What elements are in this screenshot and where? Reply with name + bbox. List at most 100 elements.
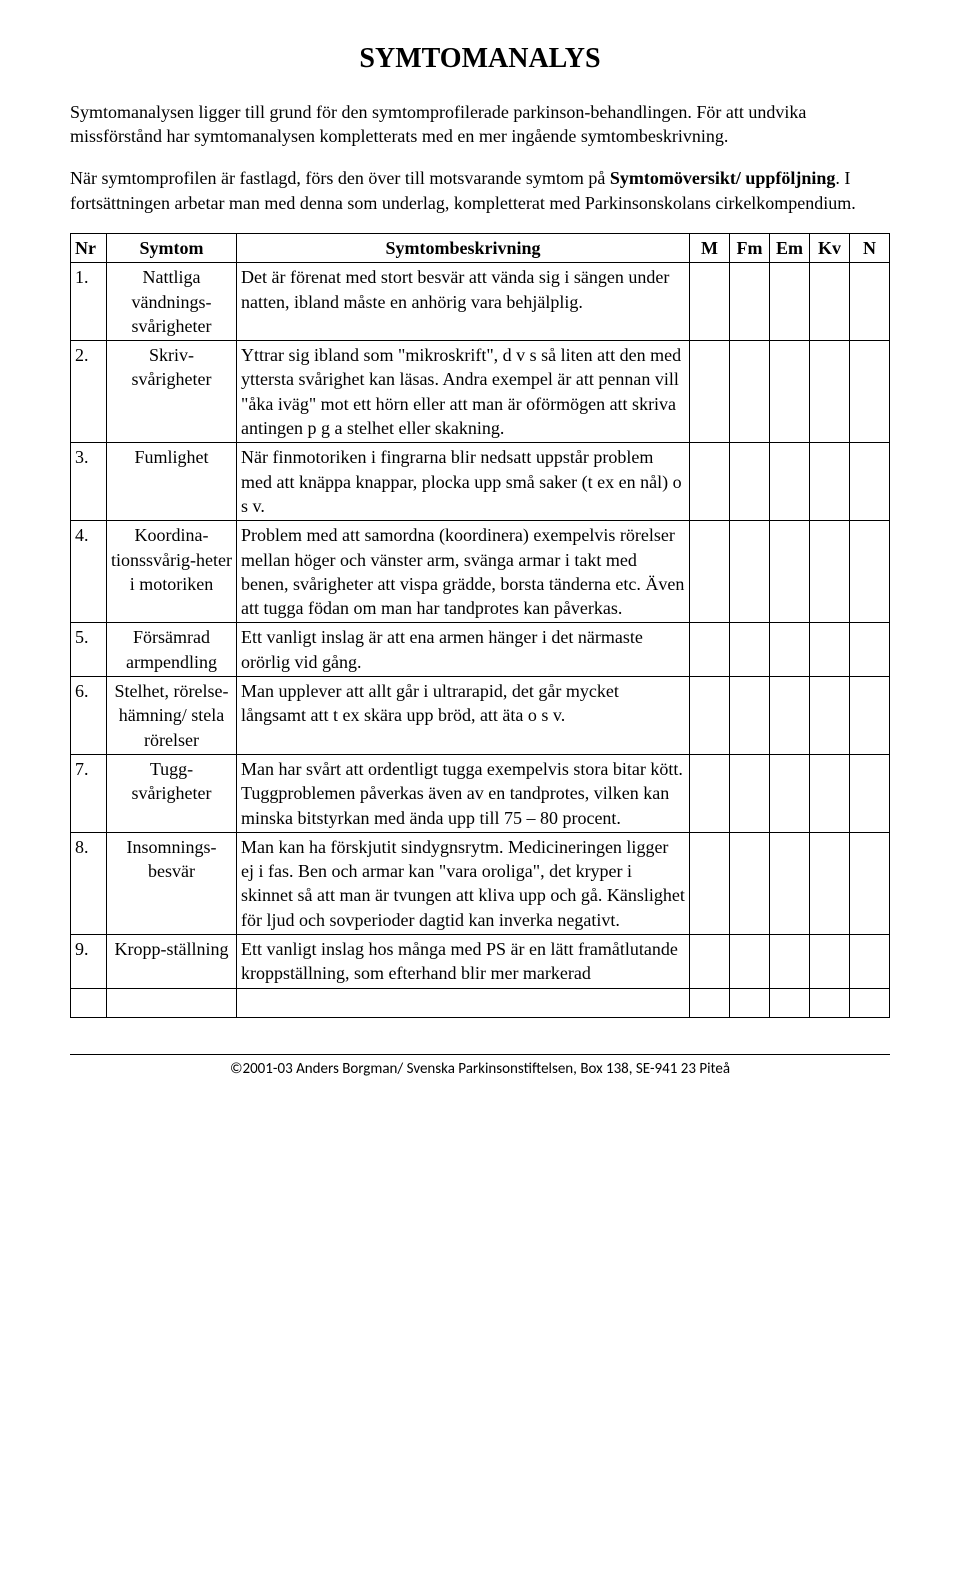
cell-check xyxy=(730,754,770,832)
cell-empty xyxy=(810,988,850,1017)
cell-check xyxy=(690,935,730,989)
cell-desc: Yttrar sig ibland som "mikroskrift", d v… xyxy=(237,341,690,443)
cell-empty xyxy=(107,988,237,1017)
cell-check xyxy=(770,935,810,989)
cell-symtom: Försämrad armpendling xyxy=(107,623,237,677)
cell-check xyxy=(770,754,810,832)
cell-empty xyxy=(730,988,770,1017)
col-nr: Nr xyxy=(71,233,107,262)
cell-check xyxy=(850,754,890,832)
cell-check xyxy=(810,754,850,832)
col-m: M xyxy=(690,233,730,262)
cell-check xyxy=(730,263,770,341)
cell-empty xyxy=(237,988,690,1017)
cell-check xyxy=(770,521,810,623)
cell-check xyxy=(690,677,730,755)
cell-check xyxy=(770,341,810,443)
cell-check xyxy=(690,341,730,443)
cell-desc: Man kan ha förskjutit sindygnsrytm. Medi… xyxy=(237,832,690,934)
cell-check xyxy=(810,341,850,443)
cell-symtom: Nattliga vändnings-svårigheter xyxy=(107,263,237,341)
table-row: 7.Tugg-svårigheterMan har svårt att orde… xyxy=(71,754,890,832)
cell-check xyxy=(730,443,770,521)
cell-check xyxy=(850,443,890,521)
table-row: 8.Insomnings-besvärMan kan ha förskjutit… xyxy=(71,832,890,934)
cell-check xyxy=(730,832,770,934)
table-row-empty xyxy=(71,988,890,1017)
cell-check xyxy=(770,263,810,341)
page-footer: ©2001-03 Anders Borgman/ Svenska Parkins… xyxy=(70,1054,890,1079)
cell-empty xyxy=(71,988,107,1017)
intro-paragraph-2: När symtomprofilen är fastlagd, förs den… xyxy=(70,166,890,215)
cell-check xyxy=(850,521,890,623)
table-row: 9.Kropp-ställningEtt vanligt inslag hos … xyxy=(71,935,890,989)
cell-check xyxy=(690,263,730,341)
table-row: 1.Nattliga vändnings-svårigheterDet är f… xyxy=(71,263,890,341)
symptom-table: Nr Symtom Symtombeskrivning M Fm Em Kv N… xyxy=(70,233,890,1018)
cell-empty xyxy=(850,988,890,1017)
cell-symtom: Stelhet, rörelse-hämning/ stela rörelser xyxy=(107,677,237,755)
col-em: Em xyxy=(770,233,810,262)
cell-check xyxy=(770,832,810,934)
cell-nr: 5. xyxy=(71,623,107,677)
cell-check xyxy=(850,832,890,934)
col-kv: Kv xyxy=(810,233,850,262)
cell-desc: Det är förenat med stort besvär att vänd… xyxy=(237,263,690,341)
cell-nr: 4. xyxy=(71,521,107,623)
cell-check xyxy=(850,623,890,677)
cell-desc: Man upplever att allt går i ultrarapid, … xyxy=(237,677,690,755)
cell-nr: 9. xyxy=(71,935,107,989)
cell-check xyxy=(810,263,850,341)
cell-desc: Ett vanligt inslag är att ena armen häng… xyxy=(237,623,690,677)
cell-check xyxy=(770,677,810,755)
cell-nr: 7. xyxy=(71,754,107,832)
cell-check xyxy=(730,341,770,443)
cell-desc: När finmotoriken i fingrarna blir nedsat… xyxy=(237,443,690,521)
intro-2a: När symtomprofilen är fastlagd, förs den… xyxy=(70,168,610,188)
cell-check xyxy=(810,623,850,677)
table-row: 6.Stelhet, rörelse-hämning/ stela rörels… xyxy=(71,677,890,755)
cell-symtom: Insomnings-besvär xyxy=(107,832,237,934)
cell-check xyxy=(850,341,890,443)
cell-check xyxy=(730,677,770,755)
cell-nr: 3. xyxy=(71,443,107,521)
col-n: N xyxy=(850,233,890,262)
cell-check xyxy=(810,832,850,934)
cell-nr: 1. xyxy=(71,263,107,341)
cell-check xyxy=(730,935,770,989)
table-header-row: Nr Symtom Symtombeskrivning M Fm Em Kv N xyxy=(71,233,890,262)
cell-check xyxy=(730,623,770,677)
col-fm: Fm xyxy=(730,233,770,262)
cell-check xyxy=(730,521,770,623)
cell-nr: 6. xyxy=(71,677,107,755)
page-title: SYMTOMANALYS xyxy=(70,40,890,78)
cell-desc: Problem med att samordna (koordinera) ex… xyxy=(237,521,690,623)
cell-check xyxy=(850,677,890,755)
intro-paragraph-1: Symtomanalysen ligger till grund för den… xyxy=(70,100,890,149)
cell-symtom: Koordina-tionssvårig-heter i motoriken xyxy=(107,521,237,623)
cell-nr: 2. xyxy=(71,341,107,443)
cell-check xyxy=(690,754,730,832)
cell-check xyxy=(690,521,730,623)
cell-symtom: Fumlighet xyxy=(107,443,237,521)
table-row: 3.FumlighetNär finmotoriken i fingrarna … xyxy=(71,443,890,521)
cell-check xyxy=(810,677,850,755)
cell-desc: Ett vanligt inslag hos många med PS är e… xyxy=(237,935,690,989)
cell-check xyxy=(810,935,850,989)
cell-empty xyxy=(770,988,810,1017)
cell-check xyxy=(770,623,810,677)
col-desc: Symtombeskrivning xyxy=(237,233,690,262)
col-symtom: Symtom xyxy=(107,233,237,262)
table-row: 2.Skriv-svårigheterYttrar sig ibland som… xyxy=(71,341,890,443)
intro-2b-bold: Symtomöversikt/ uppföljning xyxy=(610,168,836,188)
cell-check xyxy=(690,832,730,934)
cell-nr: 8. xyxy=(71,832,107,934)
cell-check xyxy=(810,443,850,521)
table-row: 4.Koordina-tionssvårig-heter i motoriken… xyxy=(71,521,890,623)
cell-check xyxy=(690,443,730,521)
cell-check xyxy=(850,935,890,989)
cell-check xyxy=(810,521,850,623)
cell-symtom: Tugg-svårigheter xyxy=(107,754,237,832)
cell-check xyxy=(770,443,810,521)
cell-check xyxy=(690,623,730,677)
